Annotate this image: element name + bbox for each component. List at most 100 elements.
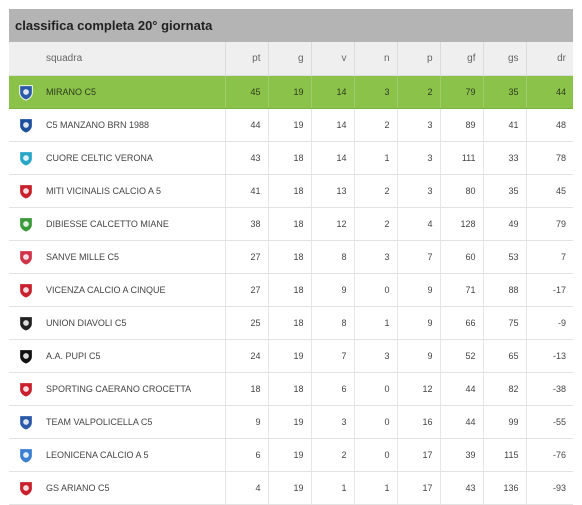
gf-cell: 80 [439,174,483,208]
table-row[interactable]: SANVE MILLE C5 27 18 8 3 7 60 53 7 [9,240,573,274]
p-cell: 12 [396,372,440,406]
g-cell: 19 [267,471,311,505]
g-column-header[interactable]: g [267,42,311,76]
v-cell: 7 [310,339,354,373]
team-column-header[interactable]: squadra [42,42,225,76]
pt-cell: 27 [224,273,268,307]
n-column-header[interactable]: n [353,42,397,76]
pt-cell: 44 [224,108,268,142]
dr-cell: 7 [525,240,573,274]
v-cell: 8 [310,306,354,340]
g-cell: 19 [267,405,311,439]
team-name[interactable]: MIRANO C5 [42,75,225,109]
table-row[interactable]: GS ARIANO C5 4 19 1 1 17 43 136 -93 [9,471,573,505]
table-row[interactable]: LEONICENA CALCIO A 5 6 19 2 0 17 39 115 -76 [9,438,573,472]
gf-column-header[interactable]: gf [439,42,483,76]
table-row[interactable]: TEAM VALPOLICELLA C5 9 19 3 0 16 44 99 -55 [9,405,573,439]
dr-cell: -55 [525,405,573,439]
p-cell: 9 [396,273,440,307]
pt-cell: 43 [224,141,268,175]
table-row[interactable]: CUORE CELTIC VERONA 43 18 14 1 3 111 33 78 [9,141,573,175]
header-row: squadra pt g v n p gf gs dr [9,42,573,76]
gf-cell: 111 [439,141,483,175]
team-name[interactable]: A.A. PUPI C5 [42,339,225,373]
gs-column-header[interactable]: gs [482,42,526,76]
n-cell: 1 [353,306,397,340]
n-cell: 0 [353,438,397,472]
team-name[interactable]: MITI VICINALIS CALCIO A 5 [42,174,225,208]
dr-cell: 45 [525,174,573,208]
team-logo-cell [9,405,42,439]
team-logo-cell [9,108,42,142]
table-row[interactable]: VICENZA CALCIO A CINQUE 27 18 9 0 9 71 88 -17 [9,273,573,307]
team-name[interactable]: VICENZA CALCIO A CINQUE [42,273,225,307]
gf-cell: 79 [439,75,483,109]
gf-cell: 128 [439,207,483,241]
pt-column-header[interactable]: pt [224,42,268,76]
v-cell: 8 [310,240,354,274]
team-logo-cell [9,471,42,505]
table-row[interactable]: A.A. PUPI C5 24 19 7 3 9 52 65 -13 [9,339,573,373]
valpolicella-logo-icon [18,415,33,431]
p-cell: 9 [396,306,440,340]
dr-cell: -13 [525,339,573,373]
g-cell: 19 [267,75,311,109]
diavoli-logo-icon [18,316,33,332]
table-row[interactable]: UNION DIAVOLI C5 25 18 8 1 9 66 75 -9 [9,306,573,340]
ariano-logo-icon [18,481,33,497]
team-name[interactable]: SPORTING CAERANO CROCETTA [42,372,225,406]
gf-cell: 71 [439,273,483,307]
pt-cell: 6 [224,438,268,472]
p-cell: 3 [396,108,440,142]
gf-cell: 44 [439,372,483,406]
p-cell: 17 [396,438,440,472]
team-logo-cell [9,273,42,307]
table-row[interactable]: C5 MANZANO BRN 1988 44 19 14 2 3 89 41 48 [9,108,573,142]
gf-cell: 89 [439,108,483,142]
leonicena-logo-icon [18,448,33,464]
table-row[interactable]: SPORTING CAERANO CROCETTA 18 18 6 0 12 44 82 -38 [9,372,573,406]
dr-cell: 78 [525,141,573,175]
table-row-highlighted[interactable]: MIRANO C5 45 19 14 3 2 79 35 44 [9,75,573,109]
v-column-header[interactable]: v [310,42,354,76]
team-name[interactable]: GS ARIANO C5 [42,471,225,505]
gs-cell: 33 [482,141,526,175]
table-row[interactable]: MITI VICINALIS CALCIO A 5 41 18 13 2 3 80 35 45 [9,174,573,208]
gs-cell: 88 [482,273,526,307]
gf-cell: 52 [439,339,483,373]
p-cell: 9 [396,339,440,373]
table-row[interactable]: DIBIESSE CALCETTO MIANE 38 18 12 2 4 128 49 79 [9,207,573,241]
team-name[interactable]: SANVE MILLE C5 [42,240,225,274]
dr-cell: -76 [525,438,573,472]
team-logo-cell [9,306,42,340]
manzano-logo-icon [18,118,33,134]
n-cell: 3 [353,240,397,274]
team-name[interactable]: CUORE CELTIC VERONA [42,141,225,175]
pt-cell: 4 [224,471,268,505]
n-cell: 2 [353,174,397,208]
standings-title: classifica completa 20° giornata [9,9,573,42]
dr-column-header[interactable]: dr [525,42,573,76]
gs-cell: 82 [482,372,526,406]
team-name[interactable]: TEAM VALPOLICELLA C5 [42,405,225,439]
team-name[interactable]: C5 MANZANO BRN 1988 [42,108,225,142]
v-cell: 14 [310,75,354,109]
team-name[interactable]: UNION DIAVOLI C5 [42,306,225,340]
team-name[interactable]: DIBIESSE CALCETTO MIANE [42,207,225,241]
n-cell: 3 [353,75,397,109]
p-cell: 4 [396,207,440,241]
p-cell: 17 [396,471,440,505]
v-cell: 14 [310,108,354,142]
p-column-header[interactable]: p [396,42,440,76]
p-cell: 16 [396,405,440,439]
gs-cell: 41 [482,108,526,142]
team-name[interactable]: LEONICENA CALCIO A 5 [42,438,225,472]
pt-cell: 45 [224,75,268,109]
mirano-logo-icon [18,85,33,101]
p-cell: 7 [396,240,440,274]
n-cell: 1 [353,471,397,505]
g-cell: 18 [267,372,311,406]
dr-cell: -93 [525,471,573,505]
standings-widget: classifica completa 20° giornata squadra… [9,9,573,505]
v-cell: 6 [310,372,354,406]
